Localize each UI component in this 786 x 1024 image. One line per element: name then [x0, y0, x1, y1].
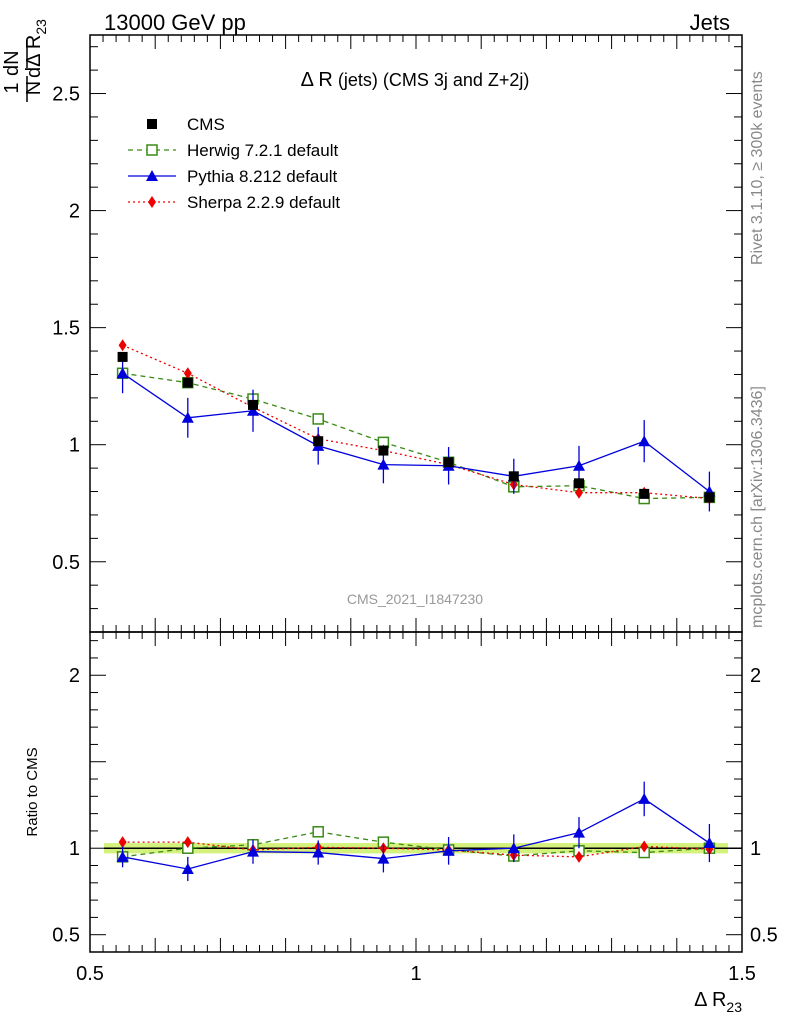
- ratio-pythia-point: [181, 862, 194, 874]
- main-title-prefix: Δ R: [301, 69, 333, 91]
- main-pythia-point: [638, 435, 651, 447]
- ylabel-ddr-text: dΔ R: [23, 35, 45, 78]
- main-sherpa-point: [118, 339, 127, 352]
- ratio-pythia-point: [442, 844, 455, 856]
- legend-marker-pythia: [146, 170, 158, 181]
- main-title: Δ R (jets) (CMS 3j and Z+2j): [301, 69, 530, 91]
- main-pythia-line: [122, 372, 710, 493]
- main-cms-point: [182, 377, 193, 388]
- main-cms-point: [639, 488, 650, 499]
- ratio-sherpa-line: [122, 841, 710, 858]
- y-tick-label: 0.5: [52, 552, 80, 574]
- ratio-pythia-point: [638, 792, 651, 804]
- legend-marker-sherpa: [148, 196, 156, 208]
- legend-label-pythia: Pythia 8.212 default: [187, 167, 338, 186]
- ylabel-one: 1: [1, 82, 23, 93]
- ratio-y-tick-label: 0.5: [52, 925, 80, 947]
- ratio-sherpa-point: [575, 850, 583, 863]
- xaxis-label: Δ R23: [694, 989, 742, 1015]
- ratio-band: [104, 843, 742, 854]
- main-pythia-point: [573, 459, 585, 471]
- main-cms-point: [508, 471, 519, 482]
- legend-label-sherpa: Sherpa 2.2.9 default: [187, 193, 340, 212]
- x-tick-label: 0.5: [76, 963, 104, 985]
- main-cms-point: [378, 445, 389, 456]
- main-cms-point: [248, 399, 258, 410]
- main-pythia-point: [116, 367, 129, 379]
- ratio-pythia-point: [312, 846, 325, 858]
- main-sherpa-line: [122, 344, 710, 500]
- main-cms-point: [313, 436, 324, 447]
- ylabel-ddr: dΔ R23: [23, 19, 49, 78]
- main-pythia-point: [377, 458, 390, 470]
- ratio-pythia-point: [116, 850, 129, 862]
- ratio-sherpa-point: [640, 840, 649, 853]
- main-pythia-point: [247, 404, 259, 416]
- y-tick-label: 2: [69, 201, 80, 223]
- ratio-pythia-point: [377, 852, 390, 864]
- main-cms-point: [704, 492, 715, 503]
- ratio-y-tick-label-right: 0.5: [750, 925, 778, 947]
- main-ylabel: 1 N dN dΔ R23: [1, 19, 49, 102]
- ratio-herwig-point: [312, 826, 324, 838]
- main-sherpa-point: [575, 486, 583, 499]
- ratio-sherpa-point: [183, 836, 192, 849]
- ratio-y-tick-label: 2: [69, 665, 80, 687]
- mcplots-text: mcplots.cern.ch [arXiv:1306.3436]: [749, 386, 766, 628]
- x-tick-label: 1.5: [728, 963, 756, 985]
- y-tick-label: 1.5: [52, 318, 80, 340]
- axes-layer: 0.5 1 1.5 0.5 1 1.5 2 2.5 0.5 0.5 1 1 2 2: [52, 35, 778, 985]
- analysis-watermark: CMS_2021_I1847230: [347, 591, 483, 607]
- main-sherpa-point: [183, 367, 192, 380]
- ratio-pythia-point: [507, 842, 520, 854]
- legend-marker-herwig: [146, 144, 158, 156]
- ratio-pythia-line: [122, 798, 710, 870]
- ratio-ylabel: Ratio to CMS: [24, 747, 41, 836]
- main-cms-point: [574, 478, 584, 489]
- ylabel-sub: 23: [33, 19, 49, 35]
- legend-label-herwig: Herwig 7.2.1 default: [187, 141, 338, 160]
- ratio-y-tick-label-right: 1: [750, 838, 761, 860]
- xaxis-label-sub: 23: [726, 999, 742, 1015]
- header-right: Jets: [690, 10, 730, 35]
- main-herwig-point: [312, 413, 324, 425]
- ylabel-n: N: [23, 81, 45, 95]
- ratio-pythia-point: [703, 837, 716, 849]
- main-title-rest: (jets) (CMS 3j and Z+2j): [338, 70, 530, 90]
- ratio-sherpa-point: [118, 836, 127, 849]
- y-tick-label: 1: [69, 435, 80, 457]
- ratio-y-tick-label: 1: [69, 838, 80, 860]
- ratio-pythia-point: [573, 826, 585, 838]
- rivet-version-text: Rivet 3.1.10, ≥ 300k events: [749, 71, 766, 265]
- ylabel-dn: dN: [1, 50, 23, 76]
- main-pythia-point: [181, 411, 194, 423]
- x-tick-label: 1: [410, 963, 421, 985]
- ratio-y-tick-label-right: 2: [750, 665, 761, 687]
- header-left: 13000 GeV pp: [104, 10, 246, 35]
- series-layer: [116, 339, 716, 882]
- legend-marker-cms: [147, 119, 157, 129]
- main-cms-point: [117, 351, 128, 362]
- legend: CMS Herwig 7.2.1 default Pythia 8.212 defa…: [128, 115, 340, 212]
- main-herwig-line: [122, 372, 710, 500]
- xaxis-label-text: Δ R: [694, 989, 726, 1011]
- y-tick-label: 2.5: [52, 84, 80, 106]
- main-cms-point: [443, 457, 454, 468]
- legend-label-cms: CMS: [187, 115, 225, 134]
- ratio-pythia-point: [247, 845, 259, 857]
